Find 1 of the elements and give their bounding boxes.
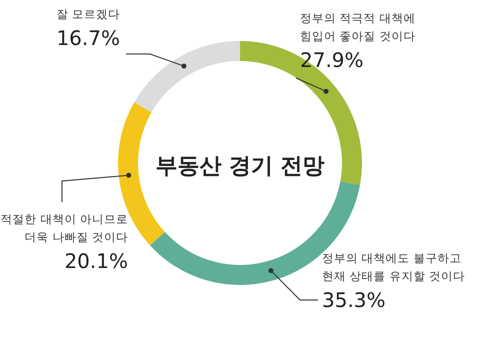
title: 부동산 경기 전망 [155, 154, 325, 179]
